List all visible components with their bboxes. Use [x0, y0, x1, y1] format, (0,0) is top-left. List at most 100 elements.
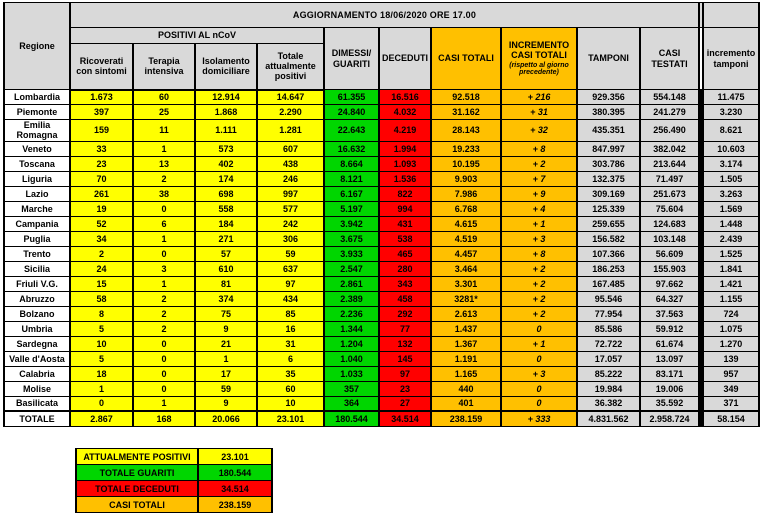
attualmente-positivi-cell: 14.647 [256, 89, 325, 105]
casi-testati-cell: 35.592 [639, 395, 700, 412]
deceduti-cell: 1.994 [378, 140, 432, 157]
deceduti-cell: 280 [378, 260, 432, 277]
incremento-tamponi-cell: 1.505 [702, 170, 760, 187]
summary-value-casi-totali: 238.159 [197, 496, 273, 513]
casi-totali-cell: 4.457 [430, 245, 502, 262]
incremento-casi-cell: + 2 [500, 260, 578, 277]
region-name: Trento [3, 245, 71, 262]
dimessi-guariti-cell: 1.344 [323, 320, 380, 337]
region-row: Toscana 23 13 402 438 8.664 1.093 10.195 + 2 303.… [3, 155, 760, 172]
attualmente-positivi-cell: 2.290 [256, 104, 325, 120]
deceduti-cell: 97 [378, 365, 432, 382]
casi-totali-cell: 7.986 [430, 185, 502, 202]
tamponi-cell: 125.339 [576, 200, 641, 217]
isolamento-cell: 17 [194, 365, 258, 382]
region-row: Bolzano 8 2 75 85 2.236 292 2.613 + 2 77.954 37.56… [3, 305, 760, 322]
deceduti-cell: 145 [378, 350, 432, 367]
region-row: Trento 2 0 57 59 3.933 465 4.457 + 8 107.366 56.60… [3, 245, 760, 262]
attualmente-positivi-cell: 6 [256, 350, 325, 367]
isolamento-cell: 573 [194, 140, 258, 157]
summary-row: ATTUALMENTE POSITIVI 23.101 [75, 448, 273, 465]
casi-testati-cell: 75.604 [639, 200, 700, 217]
incremento-casi-cell: + 1 [500, 215, 578, 232]
region-name: Valle d'Aosta [3, 350, 71, 367]
ricoverati-cell: 5 [69, 350, 134, 367]
region-row: Friuli V.G. 15 1 81 97 2.861 343 3.301 + 2 167.48… [3, 275, 760, 292]
region-row: Abruzzo 58 2 374 434 2.389 458 3281* + 2 95.546 64… [3, 290, 760, 307]
ricoverati-cell: 8 [69, 305, 134, 322]
casi-testati-cell: 256.490 [639, 119, 700, 142]
terapia-intensiva-cell: 25 [132, 104, 196, 120]
ricoverati-cell: 58 [69, 290, 134, 307]
tamponi-cell: 167.485 [576, 275, 641, 292]
dimessi-guariti-cell: 1.040 [323, 350, 380, 367]
dimessi-guariti-cell: 22.643 [323, 119, 380, 142]
region-row: Valle d'Aosta 5 0 1 6 1.040 145 1.191 0 17.057 13.… [3, 350, 760, 367]
terapia-intensiva-cell: 0 [132, 335, 196, 352]
col-header-tamponi: TAMPONI [576, 27, 641, 90]
attualmente-positivi-cell: 16 [256, 320, 325, 337]
ricoverati-cell: 1 [69, 380, 134, 397]
isolamento-cell: 174 [194, 170, 258, 187]
terapia-intensiva-cell: 60 [132, 89, 196, 105]
dimessi-guariti-cell: 364 [323, 395, 380, 412]
incremento-casi-cell: + 8 [500, 245, 578, 262]
isolamento-cell: 12.914 [194, 89, 258, 105]
incremento-casi-cell: + 2 [500, 290, 578, 307]
isolamento-cell: 374 [194, 290, 258, 307]
isolamento-cell: 184 [194, 215, 258, 232]
terapia-intensiva-cell: 2 [132, 290, 196, 307]
deceduti-cell: 132 [378, 335, 432, 352]
terapia-intensiva-cell: 2 [132, 305, 196, 322]
incremento-tamponi-cell: 1.448 [702, 215, 760, 232]
deceduti-cell: 431 [378, 215, 432, 232]
casi-testati-cell: 554.148 [639, 89, 700, 105]
isolamento-cell: 1 [194, 350, 258, 367]
ricoverati-cell: 397 [69, 104, 134, 120]
deceduti-cell: 458 [378, 290, 432, 307]
ricoverati-cell: 10 [69, 335, 134, 352]
tamponi-cell: 259.655 [576, 215, 641, 232]
region-name: Umbria [3, 320, 71, 337]
incremento-tamponi-cell: 724 [702, 305, 760, 322]
region-row: Puglia 34 1 271 306 3.675 538 4.519 + 3 156.582 10… [3, 230, 760, 247]
incremento-casi-cell: + 4 [500, 200, 578, 217]
region-name: Friuli V.G. [3, 275, 71, 292]
summary-value-totale-deceduti: 34.514 [197, 480, 273, 497]
ricoverati-cell: 15 [69, 275, 134, 292]
incremento-tamponi-cell: 1.155 [702, 290, 760, 307]
tamponi-cell: 303.786 [576, 155, 641, 172]
terapia-intensiva-cell: 1 [132, 395, 196, 412]
tamponi-cell: 107.366 [576, 245, 641, 262]
region-name: Abruzzo [3, 290, 71, 307]
incremento-casi-cell: + 32 [500, 119, 578, 142]
region-name: Emilia Romagna [3, 119, 71, 142]
tamponi-cell: 36.382 [576, 395, 641, 412]
tamponi-cell: 132.375 [576, 170, 641, 187]
dimessi-guariti-cell: 2.861 [323, 275, 380, 292]
dimessi-guariti-cell: 16.632 [323, 140, 380, 157]
ricoverati-cell: 261 [69, 185, 134, 202]
incremento-tamponi-cell: 1.075 [702, 320, 760, 337]
region-name: Liguria [3, 170, 71, 187]
attualmente-positivi-cell: 607 [256, 140, 325, 157]
terapia-intensiva-cell: 11 [132, 119, 196, 142]
casi-testati-cell: 83.171 [639, 365, 700, 382]
dimessi-guariti-cell: 8.664 [323, 155, 380, 172]
attualmente-positivi-cell: 31 [256, 335, 325, 352]
deceduti-cell: 538 [378, 230, 432, 247]
column-gap [698, 410, 704, 427]
casi-testati-cell: 97.662 [639, 275, 700, 292]
tamponi-cell: 17.057 [576, 350, 641, 367]
tamponi-cell: 435.351 [576, 119, 641, 142]
dimessi-guariti-cell: 61.355 [323, 89, 380, 105]
col-header-ricoverati: Ricoverati con sintomi [69, 43, 134, 91]
region-name: Campania [3, 215, 71, 232]
tamponi-cell: 186.253 [576, 260, 641, 277]
ricoverati-cell: 33 [69, 140, 134, 157]
incremento-casi-cell: + 2 [500, 155, 578, 172]
col-header-terapia-intensiva: Terapia intensiva [132, 43, 196, 91]
casi-testati-cell: 241.279 [639, 104, 700, 120]
region-row: Lombardia 1.673 60 12.914 14.647 61.355 16.516… [3, 89, 760, 105]
tamponi-cell: 95.546 [576, 290, 641, 307]
